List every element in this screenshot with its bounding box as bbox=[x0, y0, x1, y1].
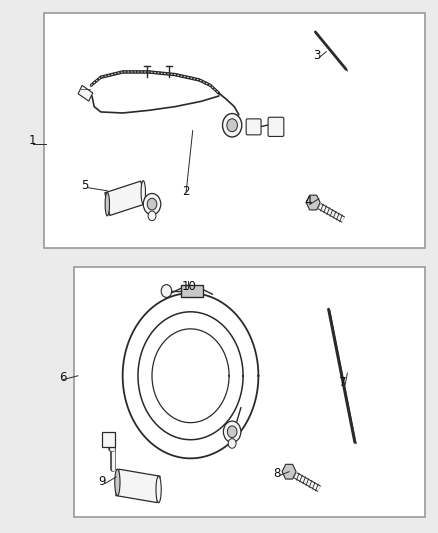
Polygon shape bbox=[78, 85, 93, 101]
Text: 6: 6 bbox=[59, 371, 67, 384]
Bar bbox=[74, 266, 425, 517]
Bar bbox=[44, 13, 425, 248]
Text: 3: 3 bbox=[313, 49, 321, 62]
Text: 4: 4 bbox=[304, 195, 312, 208]
Ellipse shape bbox=[105, 192, 110, 216]
Text: 9: 9 bbox=[99, 475, 106, 488]
FancyBboxPatch shape bbox=[268, 117, 284, 136]
Circle shape bbox=[223, 421, 241, 442]
Polygon shape bbox=[105, 181, 146, 215]
FancyBboxPatch shape bbox=[246, 119, 261, 135]
Text: 5: 5 bbox=[81, 179, 88, 192]
Circle shape bbox=[228, 439, 236, 448]
Circle shape bbox=[143, 193, 161, 215]
Text: 8: 8 bbox=[274, 467, 281, 480]
Circle shape bbox=[223, 114, 242, 137]
Circle shape bbox=[227, 426, 237, 438]
Circle shape bbox=[227, 119, 237, 132]
Text: 10: 10 bbox=[182, 280, 197, 294]
Ellipse shape bbox=[115, 469, 120, 496]
Polygon shape bbox=[116, 469, 160, 503]
Text: 2: 2 bbox=[182, 184, 189, 198]
Ellipse shape bbox=[156, 476, 161, 503]
Circle shape bbox=[148, 211, 156, 221]
Bar bbox=[181, 285, 203, 297]
Text: 7: 7 bbox=[339, 376, 347, 390]
Ellipse shape bbox=[141, 181, 145, 204]
Circle shape bbox=[161, 285, 172, 297]
Text: 1: 1 bbox=[28, 134, 36, 147]
Circle shape bbox=[147, 198, 157, 210]
Bar bbox=[102, 432, 115, 447]
